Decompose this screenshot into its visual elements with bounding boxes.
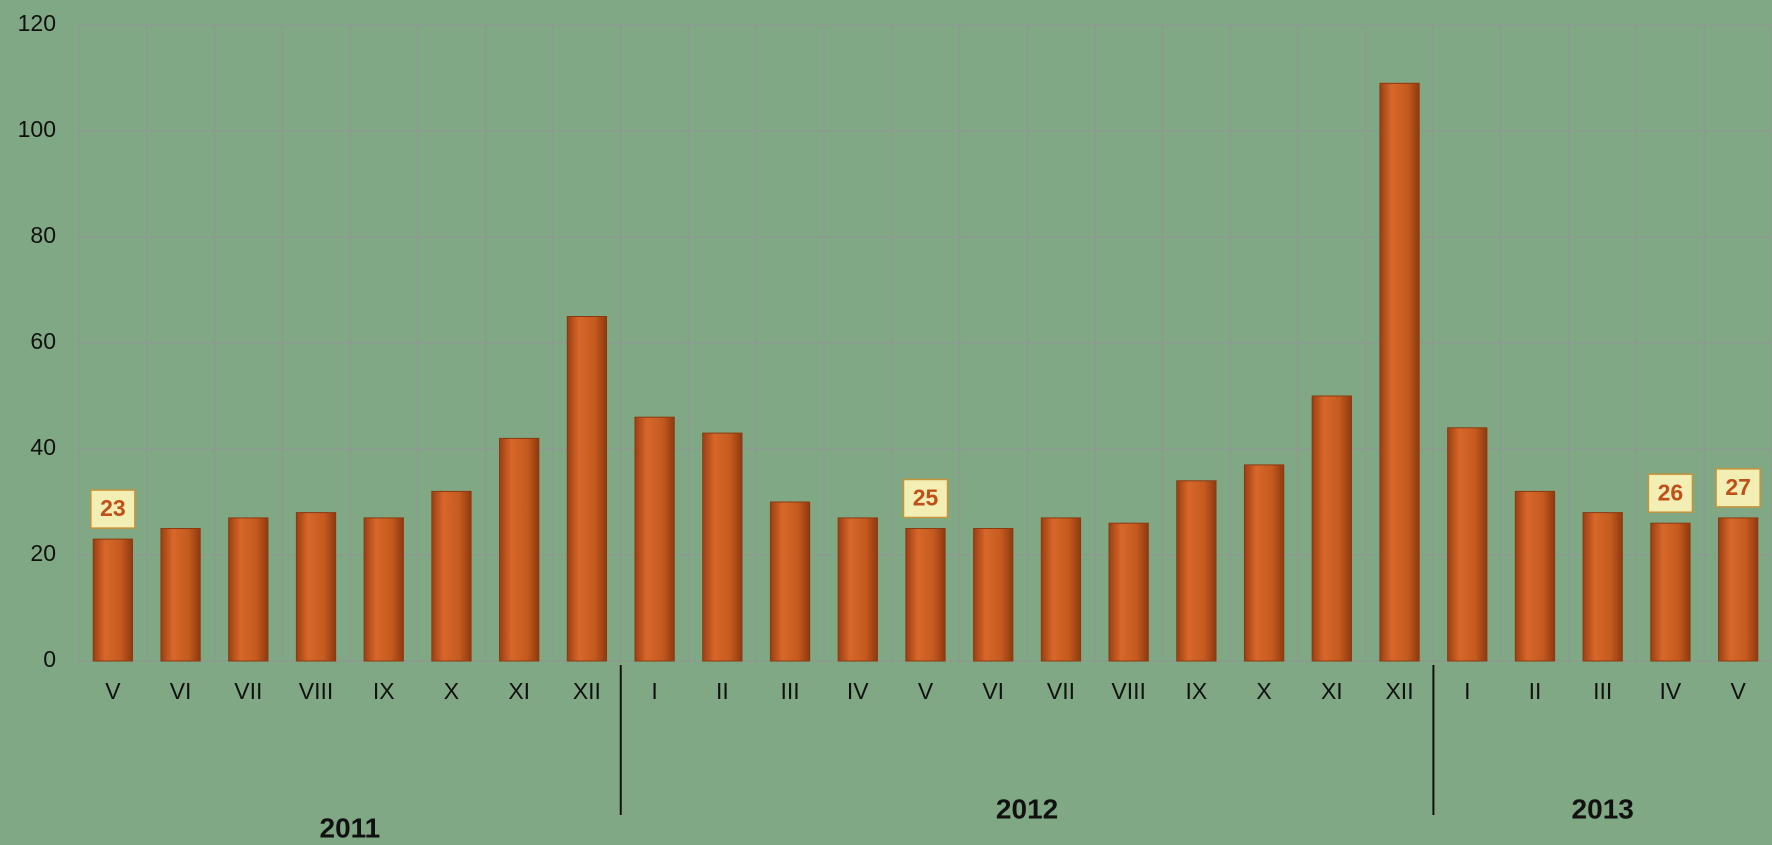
x-tick-label: V (1730, 678, 1746, 704)
y-tick-label: 40 (30, 434, 56, 460)
bar (566, 316, 608, 662)
x-tick-label: IV (847, 678, 869, 704)
bar (1243, 464, 1285, 662)
bar (769, 501, 811, 662)
bar (363, 517, 404, 662)
x-tick-label: XI (508, 678, 530, 704)
x-tick-label: I (1464, 678, 1470, 704)
bar (499, 437, 540, 662)
data-label: 26 (1658, 479, 1684, 505)
bar (1311, 395, 1352, 662)
y-tick-label: 60 (30, 328, 56, 354)
bar (1108, 522, 1149, 662)
bar (1447, 427, 1488, 662)
bar (92, 538, 133, 662)
x-tick-label: VI (982, 678, 1004, 704)
x-tick-label: IV (1660, 678, 1682, 704)
x-tick-label: II (716, 678, 729, 704)
y-tick-label: 0 (43, 646, 56, 672)
y-tick-label: 120 (18, 10, 56, 36)
bar (1176, 480, 1217, 662)
data-label-box (1647, 473, 1694, 513)
y-tick-label: 80 (30, 222, 56, 248)
x-tick-label: VII (234, 678, 262, 704)
data-label: 27 (1725, 474, 1751, 500)
x-tick-label: I (651, 678, 657, 704)
data-label-box (902, 478, 949, 519)
year-label: 2012 (996, 793, 1058, 824)
bar (837, 517, 878, 662)
y-tick-label: 100 (18, 116, 56, 142)
x-tick-label: IX (1186, 678, 1208, 704)
bar (228, 517, 269, 662)
year-label: 2013 (1572, 793, 1634, 824)
x-tick-label: XI (1321, 678, 1343, 704)
x-tick-label: XII (1385, 678, 1413, 704)
bar (1379, 82, 1420, 662)
x-tick-label: X (1256, 678, 1271, 704)
bar (1514, 490, 1556, 662)
bar (634, 416, 675, 662)
bar (431, 490, 472, 662)
year-label: 2011 (320, 812, 381, 843)
data-label-box (90, 489, 136, 529)
data-label: 25 (913, 485, 939, 511)
data-label-box (1715, 468, 1761, 508)
x-tick-label: VIII (299, 678, 334, 704)
bar (160, 528, 201, 662)
x-tick-label: VIII (1111, 678, 1146, 704)
bar (1718, 517, 1759, 662)
x-tick-label: X (444, 678, 459, 704)
x-tick-label: II (1529, 678, 1542, 704)
bar (702, 432, 743, 662)
bar (1650, 522, 1691, 662)
y-tick-label: 20 (30, 540, 56, 566)
x-tick-label: III (780, 678, 799, 704)
x-tick-label: V (105, 678, 121, 704)
bar (905, 528, 946, 662)
x-tick-label: XII (573, 678, 601, 704)
x-tick-label: VI (170, 678, 192, 704)
x-tick-label: IX (373, 678, 395, 704)
bar (973, 528, 1014, 662)
data-label: 23 (100, 495, 126, 521)
bar (295, 512, 337, 662)
x-tick-label: III (1593, 678, 1612, 704)
x-tick-label: VII (1047, 678, 1075, 704)
bar (1582, 512, 1623, 662)
bar (1040, 517, 1082, 662)
x-tick-label: V (918, 678, 934, 704)
